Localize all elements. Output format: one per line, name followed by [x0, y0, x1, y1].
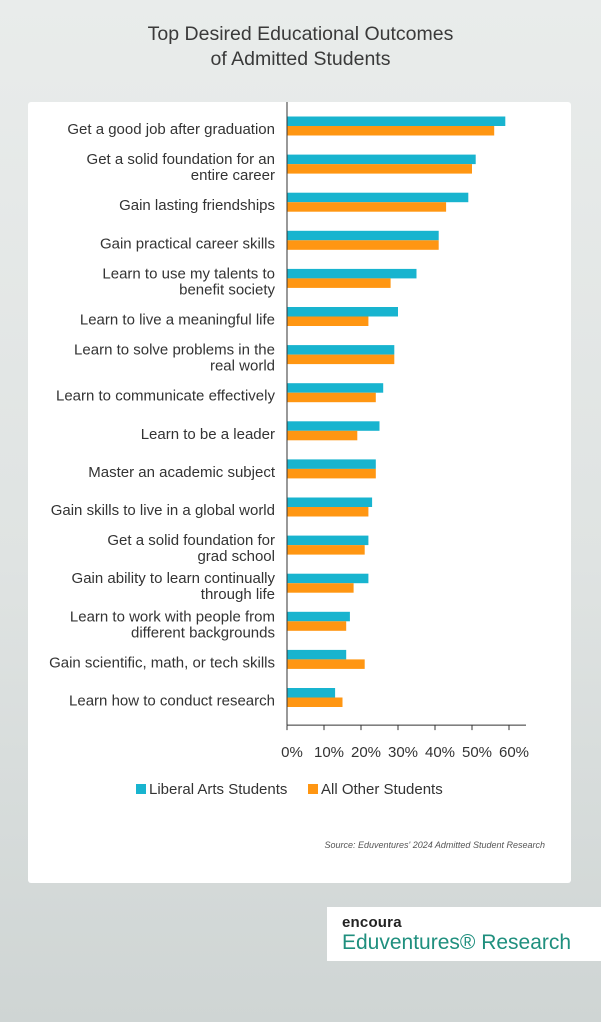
category-label: Gain ability to learn continually through… [72, 570, 276, 603]
category-label: Gain practical career skills [100, 235, 275, 252]
x-tick-label: 40% [425, 744, 455, 761]
logo-product: Eduventures® Research [342, 931, 572, 954]
bar-liberal-arts [287, 192, 469, 203]
bar-liberal-arts [287, 230, 439, 241]
bar-liberal-arts [287, 116, 506, 126]
x-tick-label: 50% [462, 744, 492, 761]
x-tick-label: 10% [314, 744, 344, 761]
legend-label-liberal-arts: Liberal Arts Students [149, 781, 287, 798]
chart-card: Get a good job after graduation Get a sol… [28, 102, 571, 883]
x-tick-label: 60% [499, 744, 529, 761]
bar-liberal-arts [287, 611, 350, 622]
bar-all-other [287, 583, 354, 593]
category-label: Learn to be a leader [141, 426, 275, 443]
bar-liberal-arts [287, 649, 347, 660]
logo-brand: encoura [342, 914, 402, 931]
x-tick-label: 20% [351, 744, 381, 761]
category-label: Get a solid foundation for an entire care… [87, 151, 275, 184]
bar-all-other [287, 354, 395, 365]
x-tick-label: 0% [281, 744, 303, 761]
category-label: Learn to solve problems in the real world [74, 342, 275, 375]
category-label: Get a good job after graduation [67, 121, 275, 138]
legend-label-all-other: All Other Students [321, 781, 443, 798]
bar-all-other [287, 507, 369, 517]
bar-all-other [287, 202, 447, 212]
bar-liberal-arts [287, 688, 336, 698]
category-label: Gain skills to live in a global world [51, 502, 275, 519]
category-label: Get a solid foundation for grad school [107, 532, 275, 565]
bar-liberal-arts [287, 535, 369, 546]
source-note: Source: Eduventures' 2024 Admitted Stude… [324, 840, 545, 850]
bar-liberal-arts [287, 345, 395, 355]
legend-swatch-liberal-arts [136, 784, 146, 794]
bar-all-other [287, 240, 439, 250]
bar-all-other [287, 164, 472, 174]
bar-liberal-arts [287, 497, 373, 507]
bar-liberal-arts [287, 573, 369, 584]
category-label: Master an academic subject [88, 464, 276, 481]
x-tick-label: 30% [388, 744, 418, 761]
chart-title-line2: of Admitted Students [210, 48, 391, 70]
bar-chart: Get a good job after graduation Get a sol… [49, 102, 529, 798]
category-label: Learn to use my talents to benefit societ… [102, 265, 275, 298]
chart-title: Top Desired Educational Outcomes of Admi… [0, 22, 601, 72]
bar-all-other [287, 545, 365, 555]
bar-all-other [287, 697, 343, 707]
bar-liberal-arts [287, 268, 417, 279]
bar-liberal-arts [287, 154, 476, 165]
bar-liberal-arts [287, 307, 398, 317]
category-label: Learn how to conduct research [69, 693, 275, 710]
bar-all-other [287, 278, 391, 288]
bar-all-other [287, 659, 365, 669]
bar-all-other [287, 316, 369, 326]
bar-all-other [287, 468, 376, 479]
bar-all-other [287, 621, 347, 631]
brand-logo: encoura Eduventures® Research [327, 907, 601, 961]
legend-swatch-all-other [308, 784, 318, 794]
bar-all-other [287, 392, 376, 403]
category-label: Gain lasting friendships [119, 197, 275, 214]
category-label: Gain scientific, math, or tech skills [49, 654, 275, 671]
bar-all-other [287, 126, 495, 136]
category-label: Learn to work with people from different … [70, 608, 275, 641]
bar-liberal-arts [287, 383, 384, 393]
bar-all-other [287, 430, 358, 441]
bar-liberal-arts [287, 459, 376, 469]
bar-liberal-arts [287, 421, 380, 431]
category-label: Learn to communicate effectively [56, 388, 276, 405]
chart-title-line1: Top Desired Educational Outcomes [147, 23, 454, 45]
category-label: Learn to live a meaningful life [80, 312, 275, 329]
